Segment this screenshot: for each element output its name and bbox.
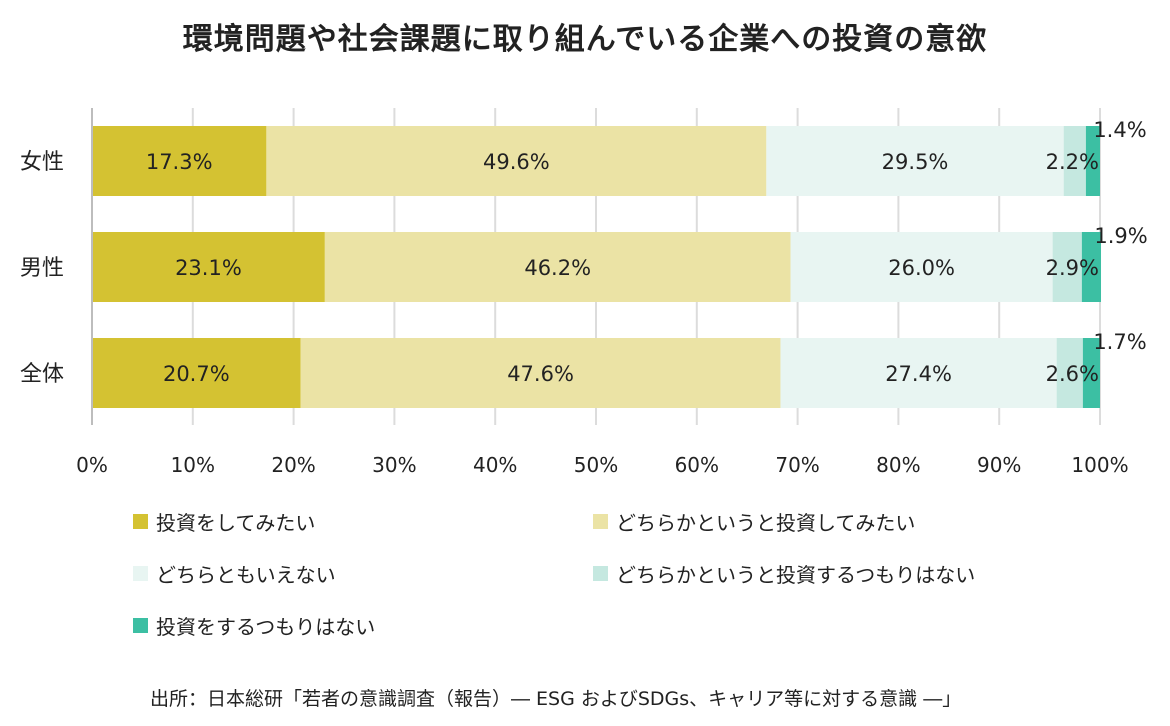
- bar-segment: [1063, 126, 1086, 196]
- x-tick-label: 100%: [1071, 453, 1128, 477]
- legend-label: どちらともいえない: [156, 562, 336, 587]
- legend-item: 投資をしてみたい: [133, 508, 316, 535]
- data-label: 1.4%: [1093, 118, 1146, 142]
- legend-item: どちらかというと投資してみたい: [593, 508, 916, 535]
- x-tick-label: 10%: [171, 453, 215, 477]
- legend-swatch: [133, 513, 148, 529]
- stacked-bar-chart: 17.3% 49.6% 29.5% 2.2% 1.4% 23.1% 46.2% 26.0% 2.…: [20, 108, 1148, 477]
- x-tick-label: 70%: [775, 453, 819, 477]
- bar-segment: [1085, 126, 1100, 196]
- bar-segment: [790, 232, 1053, 302]
- data-label: 26.0%: [888, 256, 955, 280]
- data-label: 2.6%: [1046, 362, 1099, 386]
- x-tick-label: 20%: [271, 453, 315, 477]
- data-label: 49.6%: [483, 150, 550, 174]
- legend-swatch: [593, 565, 608, 581]
- bar-segment: [766, 126, 1064, 196]
- bar-segment: [1056, 338, 1083, 408]
- x-tick-label: 0%: [76, 453, 108, 477]
- bar-segment: [92, 232, 325, 302]
- data-label: 47.6%: [507, 362, 574, 386]
- bar-segment: [1082, 338, 1100, 408]
- data-label: 20.7%: [163, 362, 230, 386]
- legend-item: どちらともいえない: [133, 560, 336, 587]
- x-tick-label: 90%: [977, 453, 1021, 477]
- x-tick-label: 40%: [473, 453, 517, 477]
- category-label: 女性: [20, 150, 64, 175]
- data-label: 1.7%: [1093, 330, 1146, 354]
- data-label: 23.1%: [175, 256, 242, 280]
- data-label: 2.2%: [1046, 150, 1099, 174]
- data-label: 1.9%: [1094, 224, 1147, 248]
- legend-item: どちらかというと投資するつもりはない: [593, 560, 976, 587]
- data-label: 29.5%: [882, 150, 949, 174]
- x-tick-label: 60%: [675, 453, 719, 477]
- x-tick-label: 80%: [876, 453, 920, 477]
- legend-swatch: [133, 565, 148, 581]
- x-tick-label: 30%: [372, 453, 416, 477]
- legend-item: 投資をするつもりはない: [133, 612, 376, 639]
- bar-segment: [1081, 232, 1102, 302]
- legend-label: 投資をするつもりはない: [156, 614, 376, 639]
- data-label: 17.3%: [146, 150, 213, 174]
- category-label: 全体: [20, 362, 64, 387]
- legend-swatch: [133, 617, 148, 633]
- bar-segment: [266, 126, 767, 196]
- chart-title: 環境問題や社会課題に取り組んでいる企業への投資の意欲: [182, 22, 988, 57]
- x-tick-label: 50%: [574, 453, 618, 477]
- category-label: 男性: [20, 256, 64, 281]
- legend-label: どちらかというと投資するつもりはない: [616, 562, 976, 587]
- bar-segment: [324, 232, 791, 302]
- bars: [92, 126, 1102, 408]
- data-labels: 17.3% 49.6% 29.5% 2.2% 1.4% 23.1% 46.2% 26.0% 2.…: [146, 118, 1148, 386]
- bar-segment: [300, 338, 781, 408]
- bar-segment: [92, 126, 267, 196]
- bar-segment: [780, 338, 1057, 408]
- data-label: 2.9%: [1046, 256, 1099, 280]
- legend-label: どちらかというと投資してみたい: [616, 510, 916, 535]
- legend-label: 投資をしてみたい: [156, 510, 316, 535]
- bar-segment: [1052, 232, 1082, 302]
- data-label: 27.4%: [885, 362, 952, 386]
- legend-swatch: [593, 513, 608, 529]
- bar-segment: [92, 338, 301, 408]
- data-label: 46.2%: [524, 256, 591, 280]
- source-note: 出所：日本総研「若者の意識調査（報告）― ESG およびSDGs、キャリア等に対…: [150, 688, 962, 710]
